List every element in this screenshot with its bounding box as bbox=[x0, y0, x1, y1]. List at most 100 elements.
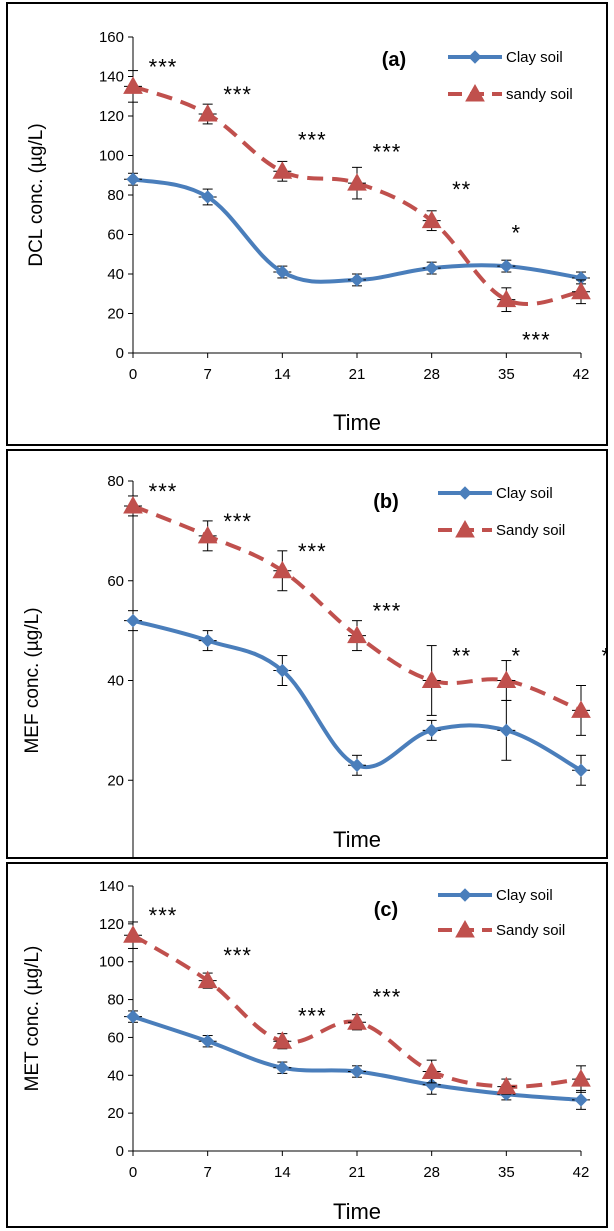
y-axis-title: DCL conc. (µg/L) bbox=[26, 123, 47, 266]
y-tick-label: 20 bbox=[107, 772, 124, 789]
data-point bbox=[200, 190, 215, 204]
chart-panel-b: 020406080071421283542TimeMEF conc. (µg/L… bbox=[6, 449, 608, 859]
y-tick-label: 60 bbox=[107, 227, 124, 244]
data-point bbox=[197, 525, 218, 544]
legend: Clay soil Sandy soil bbox=[438, 485, 565, 539]
legend: Clay soil sandy soil bbox=[448, 49, 573, 103]
data-point bbox=[200, 633, 215, 648]
panel-label: (a) bbox=[382, 49, 406, 71]
y-tick-label: 40 bbox=[107, 266, 124, 283]
chart-panel-c: 0 20 40 60 80 100 120 140 0 7 14 21 28 35 42 Time MET co… bbox=[6, 862, 608, 1228]
data-point bbox=[347, 1012, 367, 1030]
significance-marker: *** bbox=[223, 82, 252, 107]
significance-marker: ** bbox=[601, 644, 606, 669]
y-tick-label: 40 bbox=[107, 1067, 124, 1084]
legend-swatch-marker bbox=[468, 50, 482, 64]
significance-marker: *** bbox=[298, 127, 327, 152]
x-tick-label: 14 bbox=[274, 1164, 291, 1181]
data-point bbox=[496, 289, 517, 308]
x-tick-label: 42 bbox=[573, 1164, 590, 1181]
data-point bbox=[571, 700, 591, 718]
legend-item: Clay soil bbox=[438, 485, 553, 502]
x-tick-label: 35 bbox=[498, 1164, 515, 1181]
data-point bbox=[123, 76, 143, 94]
y-tick-label: 100 bbox=[99, 954, 124, 971]
x-tick-label: 14 bbox=[274, 366, 291, 383]
data-point bbox=[272, 161, 293, 179]
data-point bbox=[424, 723, 439, 738]
x-axis-title: Time bbox=[333, 827, 381, 852]
legend-swatch-marker bbox=[455, 519, 475, 538]
legend-item: Sandy soil bbox=[438, 919, 565, 939]
data-point bbox=[499, 259, 514, 273]
significance-marker: *** bbox=[223, 509, 252, 534]
legend-swatch-marker bbox=[455, 919, 475, 938]
legend-label: Sandy soil bbox=[496, 522, 565, 539]
legend-item: sandy soil bbox=[448, 83, 573, 103]
y-tick-label: 120 bbox=[99, 108, 124, 125]
y-tick-label: 120 bbox=[99, 916, 124, 933]
y-tick-label: 80 bbox=[107, 187, 124, 204]
legend-swatch-marker bbox=[458, 888, 472, 902]
data-point bbox=[272, 560, 293, 579]
data-point bbox=[571, 281, 591, 300]
y-axis-title: MET conc. (µg/L) bbox=[22, 946, 43, 1092]
significance-marker: *** bbox=[373, 985, 402, 1010]
legend-label: Clay soil bbox=[506, 49, 563, 66]
data-point bbox=[275, 663, 290, 678]
data-point bbox=[272, 1031, 293, 1049]
data-point bbox=[275, 1061, 290, 1075]
y-tick-label: 160 bbox=[99, 29, 124, 46]
y-tick-label: 20 bbox=[107, 1105, 124, 1122]
significance-marker: ** bbox=[452, 644, 471, 669]
y-tick-label: 0 bbox=[116, 1143, 124, 1160]
series-sandy bbox=[123, 921, 591, 1095]
significance-marker: *** bbox=[522, 327, 551, 352]
data-point bbox=[126, 172, 140, 186]
legend-item: Sandy soil bbox=[438, 519, 565, 539]
legend-item: Clay soil bbox=[438, 887, 553, 904]
y-tick-label: 80 bbox=[107, 473, 124, 490]
data-point bbox=[574, 1093, 588, 1107]
x-tick-label: 7 bbox=[203, 1164, 211, 1181]
legend-label: Sandy soil bbox=[496, 922, 565, 939]
significance-marker: *** bbox=[373, 599, 402, 624]
significance-marker: *** bbox=[149, 479, 178, 504]
data-point bbox=[350, 273, 364, 287]
y-tick-label: 100 bbox=[99, 148, 124, 165]
significance-marker: * bbox=[512, 220, 522, 245]
x-tick-label: 0 bbox=[129, 366, 137, 383]
legend-label: sandy soil bbox=[506, 86, 573, 103]
x-tick-label: 28 bbox=[423, 1164, 440, 1181]
x-tick-label: 21 bbox=[349, 366, 366, 383]
y-tick-label: 140 bbox=[99, 878, 124, 895]
data-point bbox=[496, 1076, 517, 1095]
y-tick-label: 60 bbox=[107, 1029, 124, 1046]
data-point bbox=[197, 104, 218, 122]
chart-panel-a: 0 20 40 60 80 100 120 140 160 0 7 14 21 28 35 42 Time DCL… bbox=[6, 2, 608, 446]
legend-swatch-marker bbox=[458, 486, 472, 500]
series-clay bbox=[124, 610, 590, 786]
data-point bbox=[571, 1069, 591, 1087]
x-tick-label: 0 bbox=[129, 1164, 137, 1181]
data-point bbox=[123, 495, 143, 514]
data-point bbox=[350, 1064, 364, 1079]
data-point bbox=[197, 970, 218, 989]
legend-label: Clay soil bbox=[496, 485, 553, 502]
significance-marker: *** bbox=[149, 903, 178, 928]
series-clay bbox=[124, 172, 590, 287]
data-point bbox=[421, 670, 442, 688]
x-axis-title: Time bbox=[333, 1199, 381, 1224]
significance-marker: *** bbox=[298, 1004, 327, 1029]
y-tick-label: 40 bbox=[107, 673, 124, 690]
data-point bbox=[499, 723, 514, 738]
y-tick-label: 20 bbox=[107, 306, 124, 323]
data-point bbox=[126, 1009, 140, 1024]
chart-svg-b: 020406080071421283542TimeMEF conc. (µg/L… bbox=[22, 473, 606, 857]
y-axis-title: MEF conc. (µg/L) bbox=[22, 607, 43, 753]
y-tick-label: 60 bbox=[107, 573, 124, 590]
x-tick-label: 21 bbox=[349, 1164, 366, 1181]
panel-label: (b) bbox=[373, 491, 399, 513]
y-tick-label: 0 bbox=[116, 345, 124, 362]
data-point bbox=[123, 925, 143, 943]
